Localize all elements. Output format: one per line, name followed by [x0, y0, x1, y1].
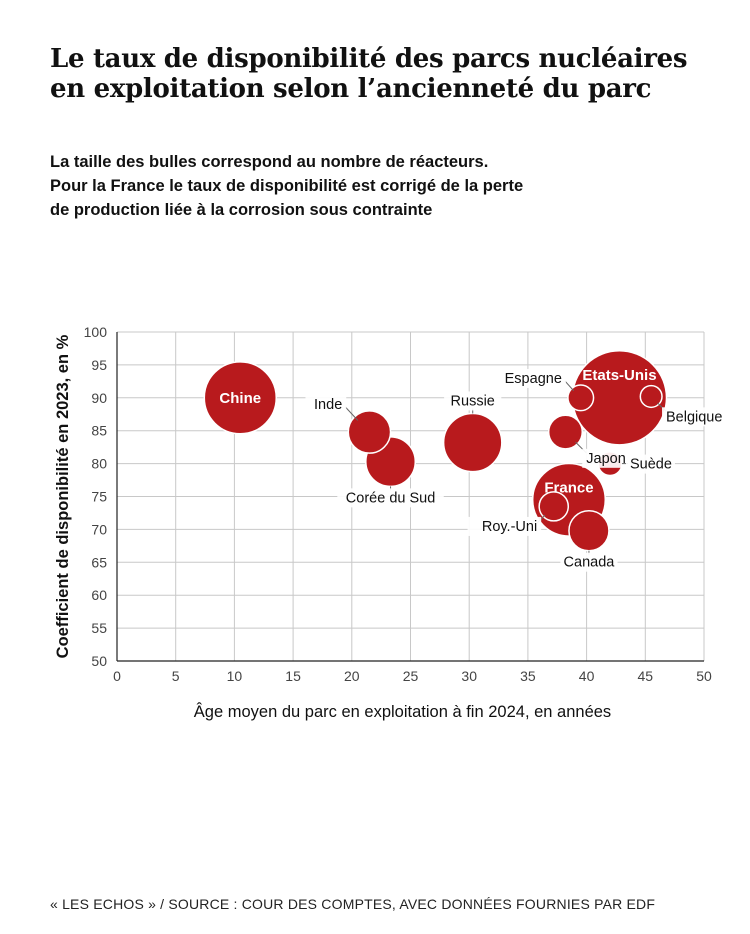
bubble-japon [547, 414, 584, 450]
label-bg-russie [444, 391, 502, 411]
y-tick-label: 70 [91, 521, 107, 537]
subtitle-line-3: de production liée à la corrosion sous c… [50, 201, 433, 219]
label-russie: Russie [451, 393, 495, 409]
bubble-russie [442, 412, 503, 473]
y-tick-label: 55 [91, 620, 107, 636]
bubbles [203, 350, 668, 552]
bubble-canada [568, 509, 610, 552]
leader-inde [344, 406, 359, 421]
label-etats-unis: Etats-Unis [582, 367, 656, 384]
y-tick-label: 75 [91, 489, 107, 505]
x-tick-label: 15 [285, 668, 301, 684]
bubble-roy-uni [538, 491, 570, 522]
label-bg-canada [560, 552, 618, 572]
axes: 0 5 10 15 20 25 30 35 40 45 50 50 55 60 65 70 75 80 85 90 95… [54, 324, 712, 721]
label-bg-su-de [625, 454, 675, 474]
title-line-2: en exploitation selon l’ancienneté du pa… [50, 74, 652, 104]
label-bg-belgique [662, 407, 736, 427]
chart-title: Le taux de disponibilité des parcs nuclé… [50, 44, 710, 104]
x-tick-label: 25 [403, 668, 419, 684]
y-tick-label: 60 [91, 587, 107, 603]
label-bg-roy-uni [467, 516, 542, 536]
title-line-1: Le taux de disponibilité des parcs nuclé… [50, 44, 688, 74]
subtitle-line-1: La taille des bulles correspond au nombr… [50, 153, 489, 171]
y-axis-title: Coefficient de disponibilité en 2023, en… [54, 334, 72, 658]
label-roy-uni: Roy.-Uni [482, 519, 537, 535]
label-cor-e-du-sud: Corée du Sud [346, 490, 435, 506]
label-bg-espagne [500, 368, 566, 388]
x-tick-label: 35 [520, 668, 536, 684]
label-france: France [544, 479, 593, 496]
x-tick-label: 0 [113, 668, 121, 684]
bubble-labels: Chine Inde Corée du Sud Russie Espagne Etats-… [219, 367, 736, 572]
label-bg-cor-e-du-sud [337, 488, 444, 508]
label-japon: Japon [586, 451, 626, 467]
y-tick-label: 100 [84, 324, 108, 340]
x-tick-label: 5 [172, 668, 180, 684]
x-tick-label: 40 [579, 668, 595, 684]
x-tick-label: 20 [344, 668, 360, 684]
y-tick-label: 50 [91, 653, 107, 669]
x-tick-label: 10 [227, 668, 243, 684]
bubble-espagne [567, 384, 595, 412]
bubble-chine [203, 361, 277, 435]
label-bg-inde [305, 394, 347, 414]
label-belgique: Belgique [666, 409, 722, 425]
label-bg-japon [582, 448, 632, 468]
y-tick-label: 90 [91, 390, 107, 406]
bubble-chart: Chine Inde Corée du Sud Russie Espagne Etats-… [54, 324, 736, 721]
bubble-belgique [639, 384, 663, 409]
y-tick-label: 80 [91, 456, 107, 472]
label-canada: Canada [564, 555, 616, 571]
leader-espagne [564, 380, 575, 392]
x-axis-title: Âge moyen du parc en exploitation à fin … [194, 702, 611, 721]
y-tick-label: 85 [91, 423, 107, 439]
y-tick-label: 95 [91, 357, 107, 373]
x-tick-label: 45 [638, 668, 654, 684]
label-inde: Inde [314, 397, 342, 413]
label-su-de: Suède [630, 457, 672, 473]
bubble-inde [347, 410, 392, 454]
label-chine: Chine [219, 390, 261, 407]
y-tick-label: 65 [91, 554, 107, 570]
label-espagne: Espagne [505, 371, 562, 387]
x-tick-label: 30 [461, 668, 477, 684]
x-tick-label: 50 [696, 668, 712, 684]
chart-subtitle: La taille des bulles correspond au nombr… [50, 150, 710, 222]
source-note: « LES ECHOS » / SOURCE : COUR DES COMPTE… [50, 896, 656, 912]
subtitle-line-2: Pour la France le taux de disponibilité … [50, 177, 524, 195]
